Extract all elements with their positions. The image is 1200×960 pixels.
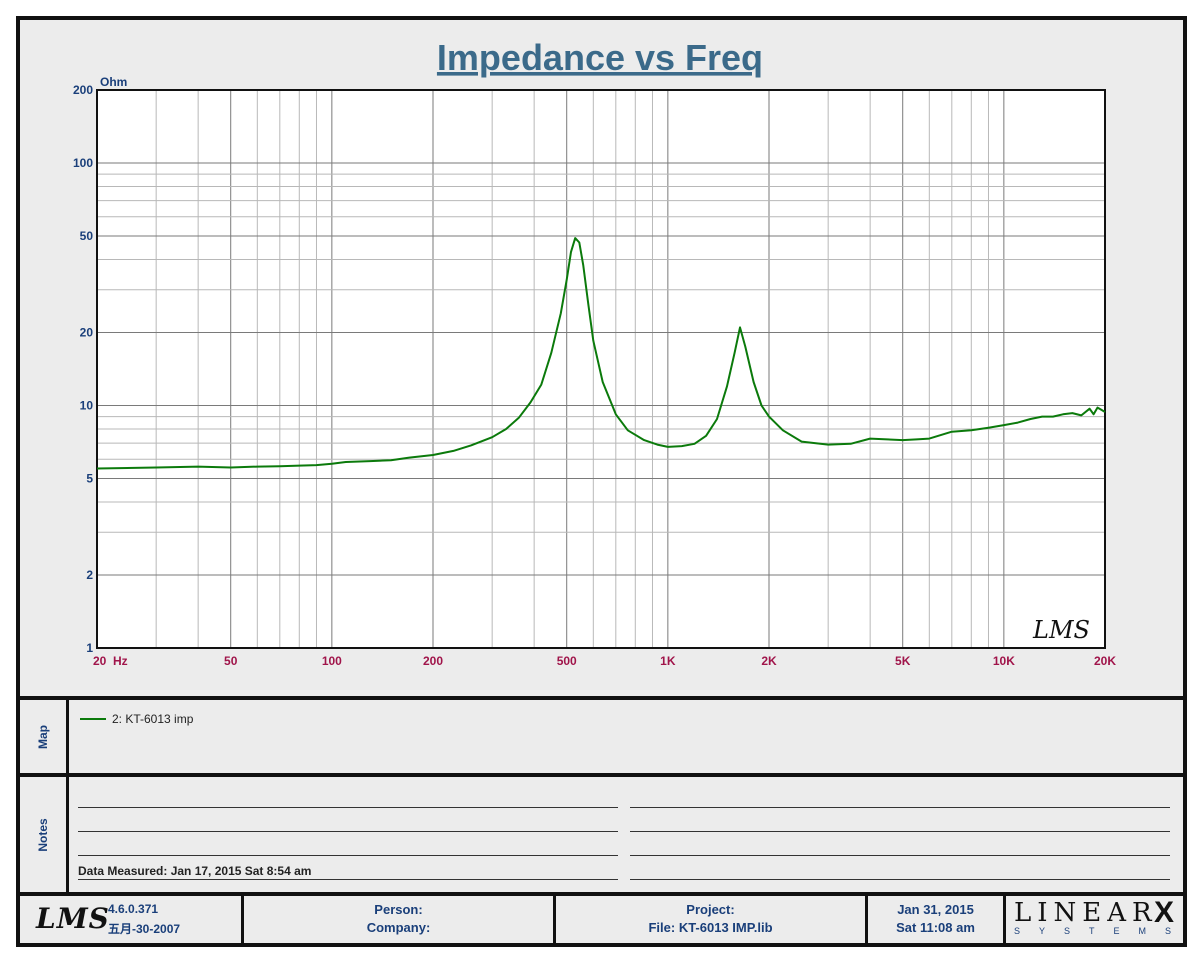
x-tick-label: 2K xyxy=(761,654,777,668)
y-tick-label: 100 xyxy=(73,156,93,170)
footer: LMS 4.6.0.371 五月-30-2007 Person: Company… xyxy=(20,896,1183,943)
note-line xyxy=(630,807,1170,808)
footer-person-cell: Person: Company: xyxy=(244,896,556,943)
legend-line-swatch xyxy=(80,718,106,720)
linearx-wordmark: LINEAR xyxy=(1014,898,1158,928)
y-tick-label: 5 xyxy=(86,471,93,485)
map-section: Map 2: KT-6013 imp xyxy=(20,700,1183,773)
note-line xyxy=(78,831,618,832)
separator xyxy=(20,696,1183,700)
project-label: Project: xyxy=(686,902,735,917)
data-measured-text: Data Measured: Jan 17, 2015 Sat 8:54 am xyxy=(78,864,312,878)
y-tick-label: 1 xyxy=(86,641,93,655)
note-line xyxy=(78,855,618,856)
legend-entry: 2: KT-6013 imp xyxy=(112,712,194,726)
notes-section: Notes Data Measured: Jan 17, 2015 Sat 8:… xyxy=(20,777,1183,892)
report-time: Sat 11:08 am xyxy=(896,920,975,935)
note-line xyxy=(78,807,618,808)
plot-border xyxy=(96,89,1106,649)
note-line xyxy=(630,831,1170,832)
separator xyxy=(20,773,1183,777)
note-line xyxy=(630,879,1170,880)
x-tick-label: 500 xyxy=(557,654,577,668)
x-tick-label: 50 xyxy=(224,654,238,668)
y-tick-label: 2 xyxy=(86,568,93,582)
lms-report-frame: Impedance vs Freq Ohm 1 2 5 10 20 50 100 200 20 5… xyxy=(16,16,1187,947)
map-label-box: Map xyxy=(20,700,69,773)
footer-date-cell: Jan 31, 2015 Sat 11:08 am xyxy=(868,896,1006,943)
report-date: Jan 31, 2015 xyxy=(897,902,974,917)
legend: 2: KT-6013 imp xyxy=(80,712,193,726)
notes-label-box: Notes xyxy=(20,777,69,892)
chart-panel: Impedance vs Freq Ohm 1 2 5 10 20 50 100 200 20 5… xyxy=(20,20,1183,696)
x-tick-label: 20K xyxy=(1094,654,1116,668)
x-tick-label: 100 xyxy=(322,654,342,668)
separator xyxy=(20,892,1183,896)
notes-label: Notes xyxy=(36,817,50,852)
y-tick-label: 50 xyxy=(80,229,94,243)
footer-version-cell: LMS 4.6.0.371 五月-30-2007 xyxy=(20,896,244,943)
x-tick-label: 200 xyxy=(423,654,443,668)
x-tick-label: 20 xyxy=(93,654,107,668)
x-axis-unit-label: Hz xyxy=(113,654,128,668)
map-label: Map xyxy=(36,724,50,749)
linearx-logo: LINEAR X SYSTEMS xyxy=(1006,896,1183,943)
lms-logo: LMS xyxy=(36,902,110,935)
chart-title: Impedance vs Freq xyxy=(437,37,763,78)
build-date-text: 五月-30-2007 xyxy=(108,922,181,936)
version-text: 4.6.0.371 xyxy=(108,902,159,916)
y-tick-label: 200 xyxy=(73,83,93,97)
impedance-curve xyxy=(96,237,1106,470)
y-tick-label: 20 xyxy=(80,326,94,340)
plot-area xyxy=(97,90,1105,648)
company-label: Company: xyxy=(366,920,431,935)
footer-project-cell: Project: File: KT-6013 IMP.lib xyxy=(556,896,868,943)
linearx-x-mark: X xyxy=(1154,896,1175,929)
lms-watermark: LMS xyxy=(1032,616,1090,644)
x-tick-label: 10K xyxy=(993,654,1015,668)
note-line xyxy=(78,879,618,880)
linearx-subtitle: SYSTEMS xyxy=(1014,926,1191,936)
y-axis-unit-label: Ohm xyxy=(100,75,127,89)
file-label: File: KT-6013 IMP.lib xyxy=(648,920,773,935)
note-line xyxy=(630,855,1170,856)
person-label: Person: xyxy=(374,902,423,917)
impedance-chart: Impedance vs Freq Ohm 1 2 5 10 20 50 100 200 20 5… xyxy=(73,37,1116,668)
y-tick-label: 10 xyxy=(80,398,94,412)
x-tick-label: 1K xyxy=(660,654,676,668)
x-tick-label: 5K xyxy=(895,654,911,668)
